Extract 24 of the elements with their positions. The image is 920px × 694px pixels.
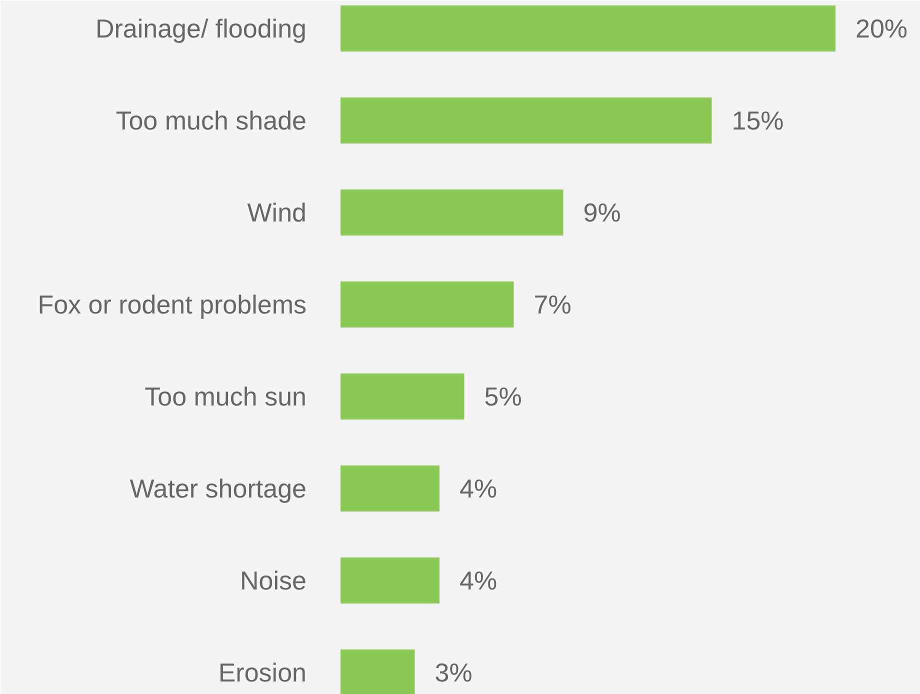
data-label: 3% — [434, 658, 472, 688]
bar — [340, 374, 464, 420]
data-label: 7% — [534, 290, 572, 320]
y-tick-label: Too much shade — [116, 106, 307, 136]
y-tick-label: Water shortage — [130, 474, 307, 504]
bar — [340, 98, 712, 144]
y-tick-label: Drainage/ flooding — [95, 14, 307, 44]
y-tick-label: Fox or rodent problems — [38, 290, 307, 320]
y-tick-label: Noise — [240, 566, 307, 596]
y-tick-label: Wind — [247, 198, 307, 228]
data-label: 4% — [460, 566, 498, 596]
bar — [340, 190, 564, 236]
bar — [340, 282, 514, 328]
bar — [340, 6, 836, 52]
y-tick-label: Too much sun — [144, 382, 307, 412]
data-label: 15% — [732, 106, 784, 136]
y-tick-label: Erosion — [218, 658, 306, 688]
data-label: 9% — [583, 198, 621, 228]
bar — [340, 650, 415, 694]
data-label: 20% — [856, 14, 908, 44]
bar — [340, 558, 440, 604]
data-label: 5% — [484, 382, 522, 412]
bar — [340, 466, 440, 512]
data-label: 4% — [460, 474, 498, 504]
